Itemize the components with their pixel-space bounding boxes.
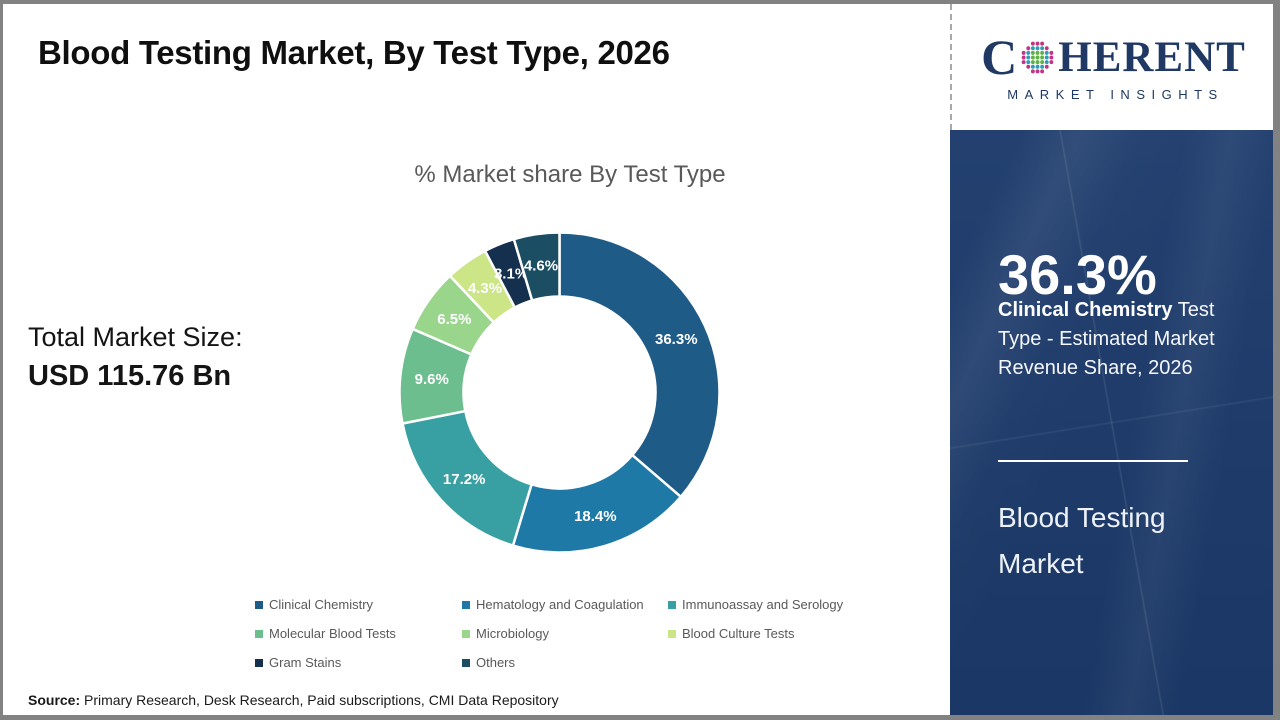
logo-box: C HERENT MARKET INSIGHTS <box>950 4 1273 130</box>
legend-item: Others <box>462 655 668 670</box>
legend-label: Others <box>476 655 516 670</box>
globe-dot <box>1049 50 1054 55</box>
source-label: Source: <box>28 692 81 708</box>
globe-dot <box>1031 50 1036 55</box>
globe-dot <box>1031 55 1036 59</box>
globe-dot <box>1035 64 1040 69</box>
legend-marker <box>668 629 676 638</box>
donut-slice-label: 18.4% <box>574 508 617 525</box>
legend-item: Molecular Blood Tests <box>255 626 462 641</box>
globe-dot <box>1026 64 1031 69</box>
legend-item: Gram Stains <box>255 655 462 670</box>
legend-marker <box>255 600 263 609</box>
source-text: Primary Research, Desk Research, Paid su… <box>80 692 559 708</box>
globe-dot <box>1049 59 1054 64</box>
globe-dot <box>1045 50 1049 55</box>
globe-dot <box>1026 45 1031 50</box>
globe-dot <box>1035 59 1040 64</box>
legend-label: Clinical Chemistry <box>269 597 374 612</box>
source-line: Source: Primary Research, Desk Research,… <box>28 692 559 708</box>
globe-dot <box>1040 64 1045 69</box>
globe-dot <box>1049 55 1054 59</box>
legend-label: Molecular Blood Tests <box>269 626 396 641</box>
logo-globe-icon <box>1021 41 1054 73</box>
legend-label: Immunoassay and Serology <box>682 597 844 612</box>
legend-marker <box>255 658 263 667</box>
logo-letter-c: C <box>981 29 1018 85</box>
legend-marker <box>462 629 470 638</box>
donut-slice-label: 17.2% <box>443 471 486 488</box>
donut-slice-label: 4.3% <box>468 280 502 297</box>
legend-item: Immunoassay and Serology <box>668 597 925 612</box>
globe-dot <box>1026 50 1031 55</box>
globe-dot <box>1045 55 1049 59</box>
donut-slice-label: 36.3% <box>655 331 698 348</box>
globe-dot <box>1035 45 1040 50</box>
total-market-size-value: USD 115.76 Bn <box>28 360 232 392</box>
legend-label: Hematology and Coagulation <box>476 597 644 612</box>
legend-marker <box>255 629 263 638</box>
globe-dot <box>1031 41 1036 46</box>
brand-logo: C HERENT <box>981 32 1246 82</box>
highlight-description-rest: Test Type - Estimated Market Revenue Sha… <box>998 299 1215 379</box>
globe-dot <box>1045 64 1049 69</box>
legend-marker <box>668 600 676 609</box>
chart-title: % Market share By Test Type <box>414 161 726 188</box>
legend-marker <box>462 600 470 609</box>
donut-slice-label: 6.5% <box>437 311 471 328</box>
globe-dot <box>1040 45 1045 50</box>
globe-dot <box>1035 41 1040 46</box>
globe-dot <box>1026 55 1031 59</box>
total-market-size: Total Market Size: USD 115.76 Bn <box>28 322 243 393</box>
slide: Blood Testing Market, By Test Type, 2026… <box>3 4 1273 715</box>
legend-item: Blood Culture Tests <box>668 626 925 641</box>
sidebar-divider <box>998 460 1188 462</box>
donut-slice-label: 3.1% <box>494 266 528 283</box>
sidebar-market-title: Blood Testing Market <box>998 502 1166 579</box>
globe-dot <box>1035 55 1040 59</box>
page-title: Blood Testing Market, By Test Type, 2026 <box>38 34 670 71</box>
legend-item: Clinical Chemistry <box>255 597 462 612</box>
legend-label: Microbiology <box>476 626 549 641</box>
globe-dot <box>1040 59 1045 64</box>
donut-slice-label: 4.6% <box>524 258 558 275</box>
donut-chart: 36.3% 18.4% 17.2% 9.6% 6.5% 4.3%3.1%4.6% <box>398 231 721 554</box>
globe-dot <box>1035 50 1040 55</box>
donut-slice-label: 9.6% <box>415 371 449 388</box>
chart-legend: Clinical Chemistry Hematology and Coagula… <box>255 597 925 670</box>
legend-marker <box>462 658 470 667</box>
globe-dot <box>1031 45 1036 50</box>
globe-dot <box>1021 55 1026 59</box>
logo-wordmark: HERENT <box>1058 33 1246 81</box>
legend-label: Gram Stains <box>269 655 342 670</box>
logo-tagline: MARKET INSIGHTS <box>1007 87 1224 102</box>
globe-dot <box>1035 68 1040 73</box>
highlight-value: 36.3% <box>998 243 1157 306</box>
globe-dot <box>1040 50 1045 55</box>
globe-dot <box>1031 68 1036 73</box>
legend-item: Hematology and Coagulation <box>462 597 668 612</box>
globe-dot <box>1045 45 1049 50</box>
highlight-description-bold: Clinical Chemistry <box>998 299 1173 321</box>
globe-dot <box>1021 59 1026 64</box>
globe-dot <box>1031 59 1036 64</box>
donut-slice <box>558 231 721 499</box>
total-market-size-label: Total Market Size: <box>28 322 243 352</box>
sidebar-panel: 36.3% Clinical Chemistry Test Type - Est… <box>950 130 1273 715</box>
globe-dot <box>1040 41 1045 46</box>
highlight-description: Clinical Chemistry Test Type - Estimated… <box>998 296 1248 383</box>
legend-item: Microbiology <box>462 626 668 641</box>
globe-dot <box>1021 50 1026 55</box>
globe-dot <box>1026 59 1031 64</box>
globe-dot <box>1040 68 1045 73</box>
donut-slice <box>512 231 561 302</box>
globe-dot <box>1045 59 1049 64</box>
globe-dot <box>1040 55 1045 59</box>
globe-dot <box>1031 64 1036 69</box>
legend-label: Blood Culture Tests <box>682 626 795 641</box>
